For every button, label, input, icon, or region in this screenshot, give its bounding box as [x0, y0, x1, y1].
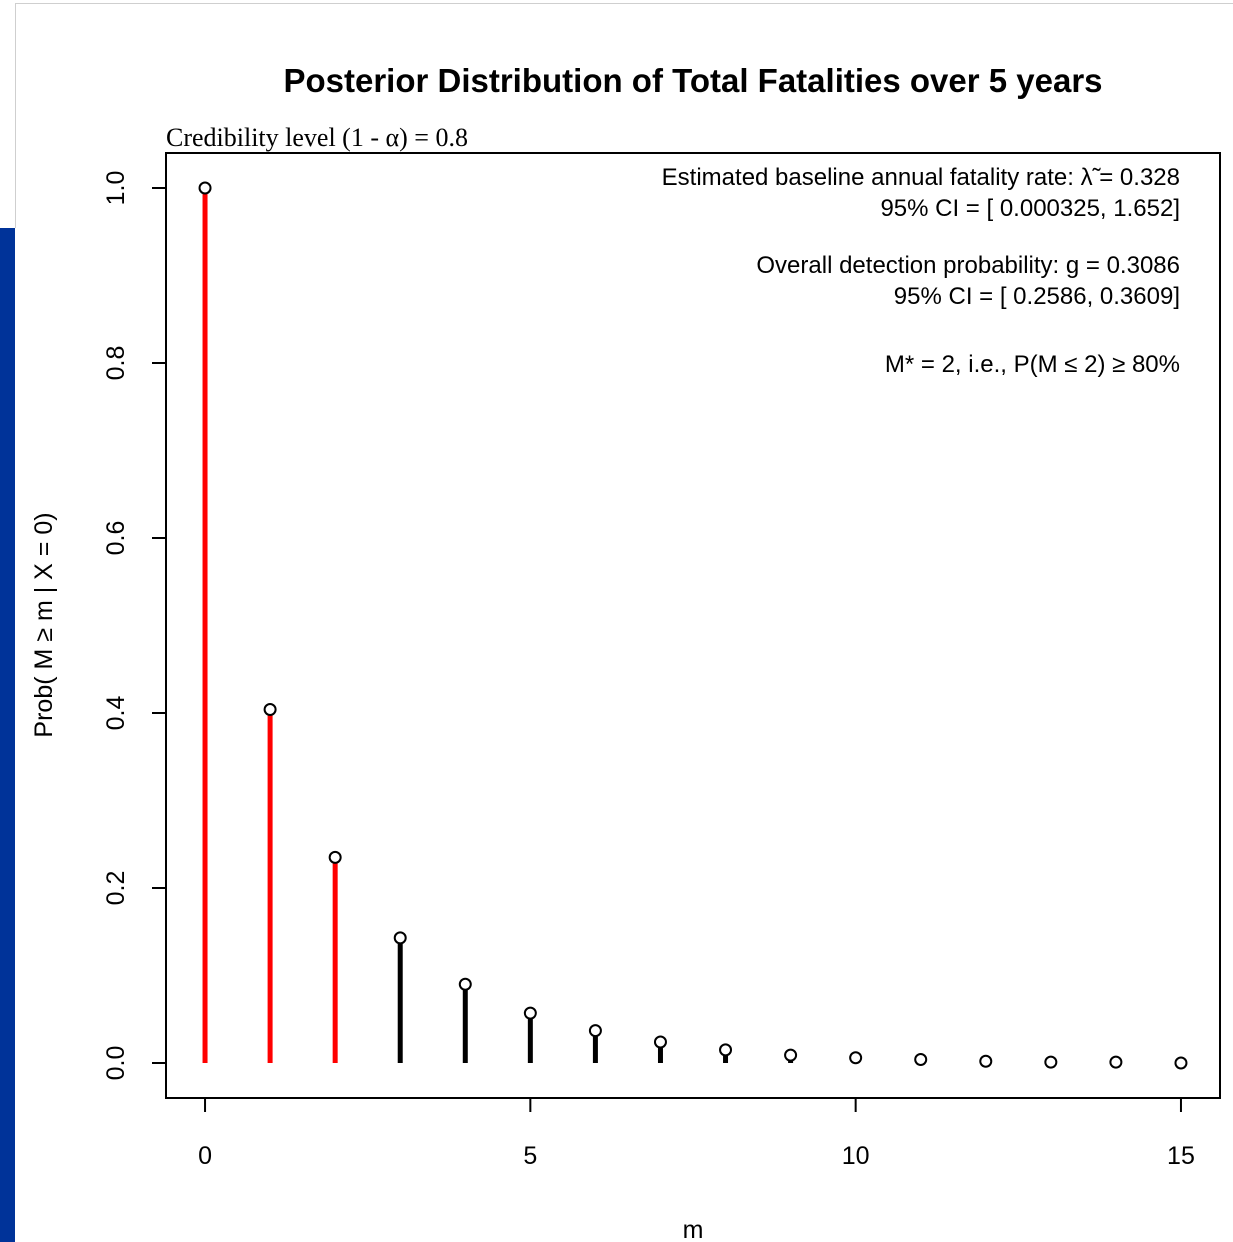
y-axis: 0.0 0.2 0.4 0.6 0.8 1.0 [102, 171, 167, 1081]
y-tick-label: 0.6 [102, 521, 130, 556]
annotation-rate: Estimated baseline annual fatality rate:… [662, 164, 1180, 191]
left-accent-bar [0, 228, 15, 1242]
point-marker [328, 850, 342, 864]
point-marker [263, 703, 277, 716]
marker-series [198, 181, 1188, 1070]
annotation-block: Estimated baseline annual fatality rate:… [662, 164, 1180, 378]
point-marker [914, 1053, 928, 1066]
x-tick-label: 5 [523, 1142, 537, 1170]
point-marker [523, 1006, 537, 1020]
x-axis: 0 5 10 15 [198, 1097, 1195, 1170]
window-border-top [15, 3, 1233, 4]
x-axis-label: m [683, 1216, 704, 1242]
y-axis-label: Prob( M ≥ m | X = 0) [30, 512, 58, 737]
annotation-detection: Overall detection probability: g = 0.308… [756, 252, 1180, 279]
x-tick-label: 0 [198, 1142, 212, 1170]
point-marker [1174, 1056, 1188, 1070]
point-marker [198, 181, 212, 195]
point-marker [458, 977, 472, 991]
point-marker [1044, 1055, 1058, 1069]
y-tick-label: 0.4 [102, 696, 130, 731]
point-marker [393, 931, 407, 945]
window-border-left [15, 3, 16, 228]
point-marker [979, 1054, 993, 1068]
y-tick-label: 1.0 [102, 171, 130, 206]
annotation-rate-ci: 95% CI = [ 0.000325, 1.652] [880, 195, 1180, 222]
y-tick-label: 0.2 [102, 871, 130, 906]
bar-series [202, 188, 1119, 1063]
x-tick-label: 10 [842, 1142, 870, 1170]
point-marker [719, 1043, 733, 1057]
annotation-detection-ci: 95% CI = [ 0.2586, 0.3609] [894, 283, 1180, 310]
y-tick-label: 0.0 [102, 1046, 130, 1081]
chart-subtitle: Credibility level (1 - α) = 0.8 [166, 123, 468, 152]
chart-title: Posterior Distribution of Total Fataliti… [283, 62, 1102, 99]
y-tick-label: 0.8 [102, 346, 130, 381]
annotation-mstar: M* = 2, i.e., P(M ≤ 2) ≥ 80% [885, 351, 1180, 378]
point-marker [1109, 1055, 1123, 1069]
point-marker [849, 1051, 863, 1065]
x-tick-label: 15 [1167, 1142, 1195, 1170]
point-marker [653, 1035, 667, 1049]
point-marker [784, 1048, 798, 1062]
point-marker [588, 1024, 602, 1038]
